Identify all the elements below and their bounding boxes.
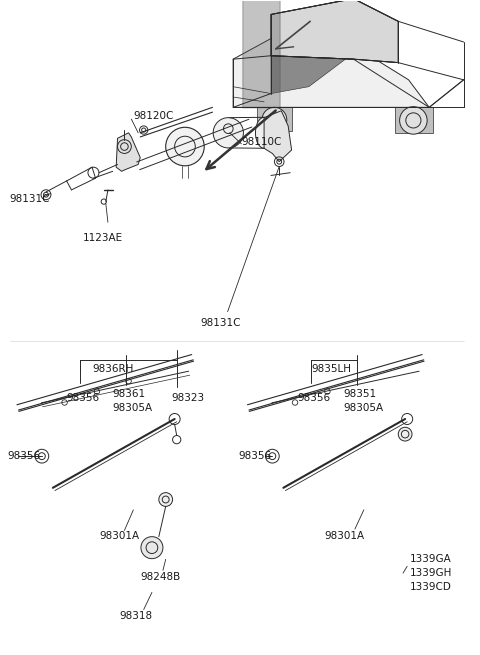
Text: 1339GA: 1339GA bbox=[410, 554, 452, 565]
Text: 98131C: 98131C bbox=[10, 194, 50, 204]
Text: 98323: 98323 bbox=[171, 394, 204, 403]
Text: 98301A: 98301A bbox=[99, 531, 139, 541]
Polygon shape bbox=[395, 107, 432, 134]
Text: 98110C: 98110C bbox=[241, 137, 282, 147]
Text: 98131C: 98131C bbox=[200, 318, 240, 328]
Text: 1123AE: 1123AE bbox=[83, 233, 123, 243]
Text: 98301A: 98301A bbox=[324, 531, 365, 541]
Text: 1339CD: 1339CD bbox=[410, 582, 452, 592]
Polygon shape bbox=[257, 107, 292, 132]
Polygon shape bbox=[271, 19, 350, 94]
Text: 98361: 98361 bbox=[113, 389, 146, 400]
Text: 1339GH: 1339GH bbox=[410, 568, 452, 578]
Text: 98356: 98356 bbox=[238, 451, 271, 461]
Circle shape bbox=[166, 127, 204, 166]
Text: 98356: 98356 bbox=[67, 394, 100, 403]
Text: 98248B: 98248B bbox=[140, 572, 180, 582]
Text: 98305A: 98305A bbox=[343, 403, 384, 413]
Circle shape bbox=[262, 107, 287, 132]
Circle shape bbox=[213, 118, 243, 148]
Polygon shape bbox=[116, 133, 140, 172]
Text: 9835LH: 9835LH bbox=[312, 364, 351, 374]
Text: 98305A: 98305A bbox=[113, 403, 153, 413]
Circle shape bbox=[398, 427, 412, 441]
Text: 98351: 98351 bbox=[343, 389, 376, 400]
Polygon shape bbox=[264, 111, 292, 162]
Polygon shape bbox=[233, 18, 429, 107]
Circle shape bbox=[141, 536, 163, 559]
Circle shape bbox=[400, 107, 427, 134]
Text: 98318: 98318 bbox=[120, 612, 153, 622]
Text: 98356: 98356 bbox=[8, 451, 41, 461]
Polygon shape bbox=[271, 0, 398, 63]
Text: 98120C: 98120C bbox=[133, 111, 174, 121]
Circle shape bbox=[159, 493, 173, 506]
Ellipse shape bbox=[255, 117, 273, 148]
Text: 98356: 98356 bbox=[297, 394, 330, 403]
Text: 9836RH: 9836RH bbox=[92, 364, 133, 374]
